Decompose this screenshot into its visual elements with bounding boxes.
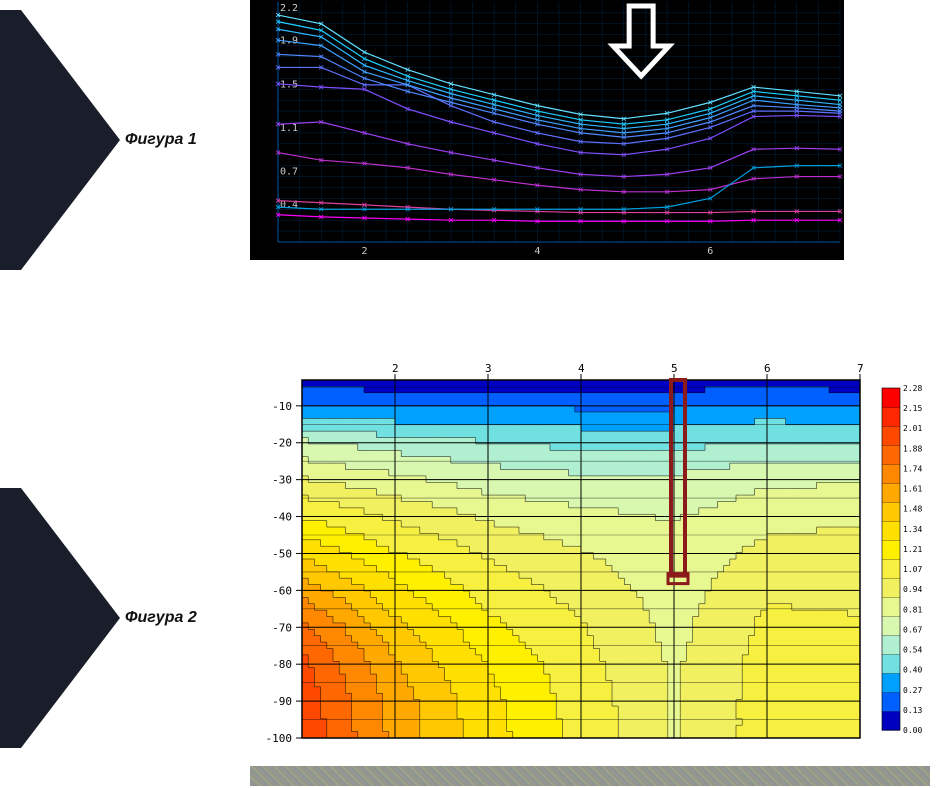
hex-shape-1 <box>0 10 120 270</box>
figure2-chart: 234567-10-20-30-40-50-60-70-80-90-1000.0… <box>250 358 930 748</box>
figure2-label: Фигура 2 <box>0 488 230 748</box>
svg-text:4: 4 <box>534 246 540 257</box>
decorative-noise-strip <box>250 766 930 786</box>
figure1-label: Фигура 1 <box>0 10 230 270</box>
figure1-chart: 0.40.71.11.51.92.2246 <box>250 0 844 260</box>
hex-shape-2 <box>0 488 120 748</box>
svg-text:0.7: 0.7 <box>280 167 298 178</box>
svg-text:2: 2 <box>361 246 367 257</box>
svg-text:1.1: 1.1 <box>280 123 298 134</box>
svg-text:2.2: 2.2 <box>280 3 298 14</box>
figure1-caption: Фигура 1 <box>125 131 197 149</box>
line-chart-svg: 0.40.71.11.51.92.2246 <box>250 0 844 260</box>
svg-text:6: 6 <box>707 246 713 257</box>
heatmap-svg: 234567-10-20-30-40-50-60-70-80-90-1000.0… <box>250 358 930 748</box>
figure2-caption: Фигура 2 <box>125 609 197 627</box>
